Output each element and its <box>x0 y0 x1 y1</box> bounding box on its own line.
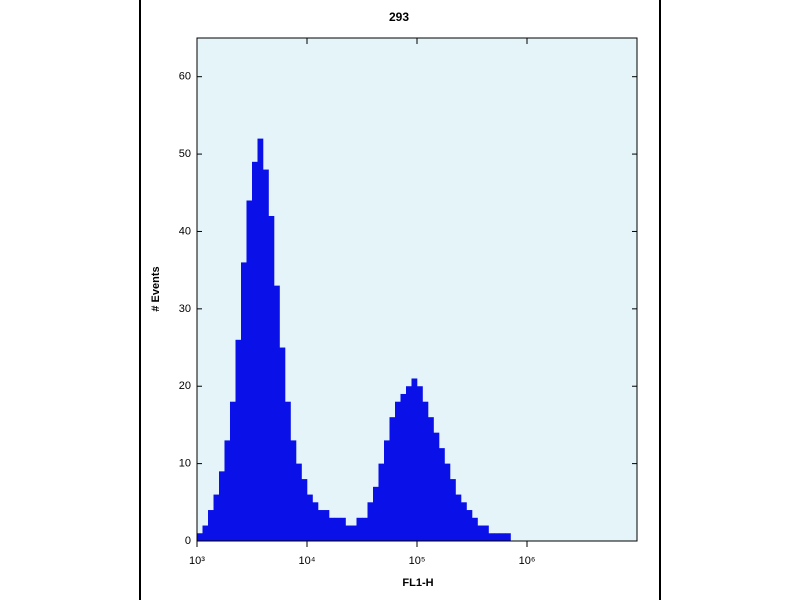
bar <box>345 525 352 541</box>
bar <box>246 200 253 541</box>
y-tick-label: 50 <box>179 148 191 160</box>
bar <box>351 525 357 541</box>
y-tick-label: 40 <box>179 225 191 237</box>
bar <box>477 525 484 541</box>
bar <box>224 440 231 541</box>
bar <box>367 502 374 541</box>
bar <box>389 417 396 541</box>
bar <box>466 510 473 541</box>
bar <box>312 502 319 541</box>
bar <box>449 479 456 541</box>
bar <box>323 510 330 541</box>
bar <box>329 517 335 541</box>
bar <box>378 463 385 541</box>
bar <box>400 393 407 541</box>
y-tick-label: 30 <box>179 303 191 315</box>
bar <box>235 339 242 541</box>
bar <box>285 401 291 541</box>
bar <box>361 517 368 541</box>
bar <box>339 517 346 541</box>
bar <box>208 510 214 541</box>
bar <box>395 401 401 541</box>
bar <box>422 401 429 541</box>
bar <box>290 440 297 541</box>
bar <box>356 517 363 541</box>
chart-title: 293 <box>389 10 409 24</box>
bar <box>241 262 247 541</box>
bar <box>439 448 445 541</box>
x-tick-label: 10³ <box>189 555 205 567</box>
bar <box>274 285 280 541</box>
bar <box>318 510 324 541</box>
bar <box>257 138 264 541</box>
bar <box>411 378 418 541</box>
bar <box>307 494 313 541</box>
bar <box>471 517 478 541</box>
y-tick-label: 20 <box>179 380 191 392</box>
bar <box>461 502 467 541</box>
bar <box>279 347 286 541</box>
bar <box>262 169 269 542</box>
bar <box>455 494 462 541</box>
bar <box>295 463 302 541</box>
bar <box>334 517 341 541</box>
bar <box>405 386 412 541</box>
x-tick-label: 10⁵ <box>409 555 426 567</box>
bar <box>372 486 379 541</box>
bar <box>213 494 220 541</box>
bar <box>219 471 225 541</box>
bar <box>428 417 434 541</box>
bar <box>488 533 495 541</box>
bar <box>268 215 275 541</box>
bar <box>433 432 440 541</box>
bar <box>505 533 511 541</box>
y-tick-label: 60 <box>179 71 191 83</box>
bar <box>202 525 209 541</box>
bar <box>384 440 390 541</box>
x-tick-label: 10⁴ <box>299 555 316 567</box>
bar <box>494 533 500 541</box>
x-axis-label: FL1-H <box>402 577 433 589</box>
y-tick-label: 10 <box>179 458 191 470</box>
bar <box>482 525 489 541</box>
bar <box>499 533 506 541</box>
bar <box>251 161 258 542</box>
bar <box>229 401 236 541</box>
x-tick-label: 10⁶ <box>519 555 536 567</box>
bar <box>301 479 308 541</box>
y-tick-label: 0 <box>185 535 191 547</box>
bar <box>417 386 423 541</box>
bar <box>444 463 451 541</box>
y-axis-label: # Events <box>150 266 162 311</box>
bar <box>197 533 203 541</box>
